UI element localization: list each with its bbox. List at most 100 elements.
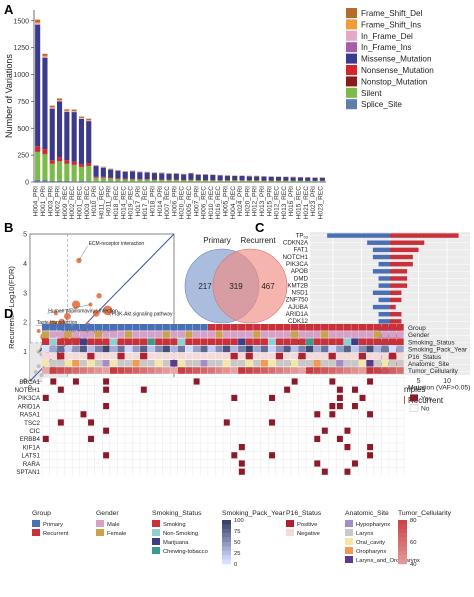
bar-segment bbox=[35, 23, 41, 25]
annotation-cell bbox=[366, 360, 374, 367]
bar-recurrent bbox=[390, 254, 413, 260]
annotation-cell bbox=[366, 324, 374, 331]
annotation-cell bbox=[373, 367, 382, 374]
annotation-cell bbox=[313, 345, 321, 353]
mutation-cell bbox=[352, 403, 358, 410]
mutation-cell bbox=[329, 378, 336, 385]
tp53-subscript: 53 bbox=[304, 234, 309, 239]
annotation-cell bbox=[57, 331, 65, 338]
mutation-cell bbox=[321, 468, 328, 475]
mutation-cell bbox=[103, 378, 110, 385]
annotation-cell bbox=[373, 338, 382, 345]
annotation-cell bbox=[215, 331, 223, 338]
gradient-tick-label: 60 bbox=[410, 540, 416, 546]
gradient-step bbox=[398, 524, 407, 529]
annotation-cell bbox=[132, 360, 140, 367]
annotation-cell bbox=[275, 360, 284, 367]
annotation-cell bbox=[124, 345, 133, 353]
bar-segment bbox=[210, 180, 216, 182]
legend-label-a: Frame_Shift_Ins bbox=[361, 20, 421, 29]
legend-swatch-d bbox=[345, 529, 353, 536]
mutation-cell bbox=[57, 386, 64, 393]
pathway-annotation: Taste transduction bbox=[37, 320, 78, 326]
panel-a: 0 250 500 750 1000 1250 1500 Number of Variatio… bbox=[4, 8, 434, 219]
annotation-cell bbox=[72, 331, 80, 338]
legend-swatch-d bbox=[32, 520, 40, 527]
annotation-cell bbox=[200, 345, 208, 353]
bar-segment bbox=[78, 116, 85, 118]
bar-segment bbox=[129, 178, 136, 180]
legend-swatch-d bbox=[152, 529, 160, 536]
annotation-cell bbox=[192, 338, 201, 345]
annotation-cell bbox=[162, 367, 170, 374]
bar-segment bbox=[93, 176, 99, 178]
annotation-cell bbox=[253, 352, 261, 360]
bar-segment bbox=[239, 175, 245, 181]
pathway-annotation: Human papillomavirus infection bbox=[48, 308, 118, 314]
annotation-cell bbox=[42, 324, 50, 331]
annotation-cell bbox=[373, 360, 382, 367]
annotation-cell bbox=[351, 360, 359, 367]
annotation-cell bbox=[79, 367, 87, 374]
annotation-cell bbox=[275, 331, 284, 338]
gradient-tick-label: 25 bbox=[234, 551, 240, 557]
x-tick-label-a: H002_PRI bbox=[55, 186, 62, 217]
annotation-cell bbox=[253, 324, 261, 331]
gradient-step bbox=[398, 537, 407, 543]
bar-segment bbox=[151, 173, 158, 180]
legend-item-d: Non-Smoking bbox=[163, 531, 198, 537]
annotation-cell bbox=[388, 367, 397, 374]
bar-segment bbox=[151, 179, 158, 182]
x-tick-label-a: H013_PRI bbox=[259, 186, 266, 217]
gene-label-d: CIC bbox=[29, 428, 40, 435]
annotation-cell bbox=[132, 331, 140, 338]
annotation-cell bbox=[336, 352, 344, 360]
bar-primary bbox=[367, 240, 390, 245]
legend-label-a: Splice_Site bbox=[361, 100, 402, 109]
annotation-cell bbox=[305, 352, 314, 360]
mutation-cell bbox=[336, 435, 343, 442]
bar-segment bbox=[86, 181, 92, 182]
annotation-cell bbox=[72, 338, 80, 345]
annotation-cell bbox=[147, 324, 155, 331]
annotation-cell bbox=[79, 331, 87, 338]
legend-swatch-a bbox=[346, 53, 357, 64]
annotation-cell bbox=[388, 331, 397, 338]
gradient-tick-label: 0 bbox=[234, 562, 237, 568]
bar-segment bbox=[319, 181, 325, 182]
bar-segment bbox=[100, 177, 106, 182]
bar-primary bbox=[378, 261, 390, 267]
annotation-cell bbox=[200, 367, 208, 374]
legend-swatch-a bbox=[346, 30, 357, 41]
gradient-step bbox=[222, 555, 231, 560]
bar-segment bbox=[49, 107, 55, 109]
annotation-cell bbox=[79, 324, 87, 331]
mutation-cell bbox=[269, 394, 275, 401]
legend-swatch-a bbox=[346, 19, 357, 30]
x-tick-label-a: H012_PRI bbox=[252, 186, 259, 217]
annotation-cell bbox=[268, 331, 276, 338]
mutation-cell bbox=[57, 419, 64, 426]
annotation-cell bbox=[313, 367, 321, 374]
legend-title-d: Smoking_Status bbox=[152, 510, 202, 517]
annotation-cell bbox=[192, 360, 201, 367]
venn-label-recurrent: Recurrent bbox=[240, 236, 276, 245]
annotation-cell bbox=[343, 324, 351, 331]
mutation-cell bbox=[321, 427, 328, 434]
annotation-cell bbox=[64, 352, 72, 360]
gene-label-c: AJUBA bbox=[288, 304, 309, 311]
gene-label-c: APOB bbox=[291, 268, 308, 275]
gene-label-d: ARID1A bbox=[18, 403, 41, 410]
x-tick-label-a: H015_REC bbox=[295, 186, 302, 220]
mutation-cell bbox=[359, 394, 366, 401]
gene-label-d: LATS1 bbox=[22, 453, 41, 460]
annotation-leader bbox=[107, 310, 111, 317]
bar-segment bbox=[108, 178, 114, 182]
x-tick-label-a: H018_PRI bbox=[149, 186, 156, 217]
annotation-cell bbox=[87, 345, 95, 353]
bar-segment bbox=[290, 180, 296, 182]
legend-swatch-d bbox=[96, 529, 104, 536]
legend-swatch-a bbox=[346, 99, 357, 110]
annotation-cell bbox=[94, 331, 103, 338]
annotation-cell bbox=[275, 338, 284, 345]
